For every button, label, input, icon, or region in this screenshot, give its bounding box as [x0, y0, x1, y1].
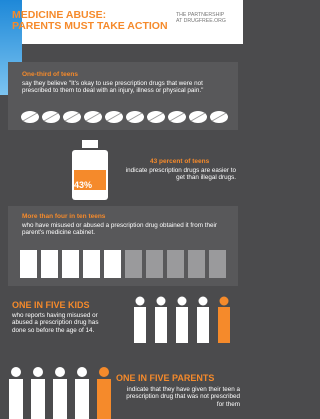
text: indicate that they have given their teen…: [118, 386, 240, 408]
text: indicate prescription drugs are easier t…: [118, 167, 236, 182]
pills: [20, 110, 230, 124]
infographic: MEDICINE ABUSE:PARENTS MUST TAKE ACTION …: [0, 0, 243, 419]
bottles: [20, 246, 235, 280]
headline: More than four in ten teens: [22, 213, 105, 220]
title: MEDICINE ABUSE:PARENTS MUST TAKE ACTION: [12, 10, 168, 32]
headline: One-third of teens: [22, 71, 78, 78]
partner-line: AT DRUGFREE.ORG: [176, 18, 226, 24]
badge: 43%: [74, 180, 92, 190]
headline: 43 percent of teens: [150, 158, 209, 165]
headline: ONE IN FIVE PARENTS: [116, 373, 214, 383]
bottle-icon: [70, 140, 110, 200]
parents: [6, 366, 116, 419]
text: who reports having misused or abused a p…: [12, 312, 112, 334]
people: [130, 296, 240, 344]
text: say they believe "It's okay to use presc…: [22, 80, 232, 95]
headline: ONE IN FIVE KIDS: [12, 300, 90, 310]
text: who have misused or abused a prescriptio…: [22, 222, 222, 237]
pill-row: [21, 111, 228, 123]
title-line: PARENTS MUST TAKE ACTION: [12, 21, 168, 32]
